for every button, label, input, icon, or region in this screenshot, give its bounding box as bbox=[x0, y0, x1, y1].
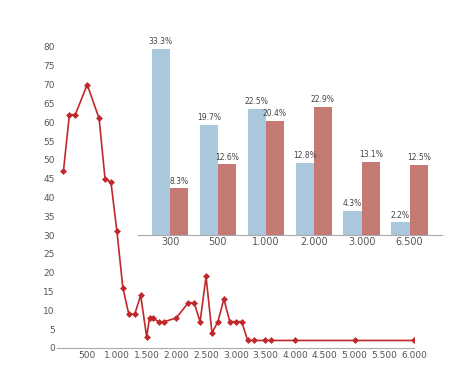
Bar bbox=[343, 211, 361, 235]
Text: 19.7%: 19.7% bbox=[196, 113, 220, 122]
Bar bbox=[409, 165, 427, 235]
Bar bbox=[265, 121, 283, 235]
Text: 8.3%: 8.3% bbox=[169, 177, 188, 186]
Text: 4.3%: 4.3% bbox=[342, 199, 361, 208]
Text: 20.4%: 20.4% bbox=[263, 109, 286, 118]
Bar bbox=[170, 188, 188, 235]
Bar bbox=[151, 49, 170, 235]
Bar bbox=[313, 107, 331, 235]
Text: 22.9%: 22.9% bbox=[310, 95, 334, 104]
Bar bbox=[247, 109, 265, 235]
Text: 22.5%: 22.5% bbox=[244, 97, 268, 106]
Text: 33.3%: 33.3% bbox=[149, 37, 173, 46]
Bar bbox=[199, 125, 218, 235]
Text: 12.5%: 12.5% bbox=[406, 153, 430, 162]
Bar bbox=[218, 164, 235, 235]
Text: 12.8%: 12.8% bbox=[292, 151, 316, 160]
Bar bbox=[391, 222, 409, 235]
Bar bbox=[295, 163, 313, 235]
Text: 13.1%: 13.1% bbox=[358, 150, 382, 159]
Text: 12.6%: 12.6% bbox=[215, 152, 238, 161]
Text: 2.2%: 2.2% bbox=[390, 211, 409, 220]
Bar bbox=[361, 161, 379, 235]
